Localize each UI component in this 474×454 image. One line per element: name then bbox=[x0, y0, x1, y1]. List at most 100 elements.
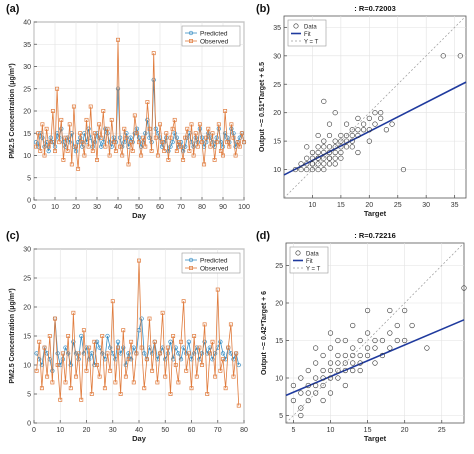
point-predicted bbox=[122, 139, 127, 145]
data-point bbox=[440, 53, 446, 59]
point-observed bbox=[110, 299, 115, 304]
data-point bbox=[321, 149, 327, 156]
data-point bbox=[298, 161, 304, 167]
data-point bbox=[309, 155, 316, 161]
legend-label: Data bbox=[304, 24, 317, 30]
point-observed bbox=[105, 351, 110, 356]
data-point bbox=[320, 397, 326, 404]
legend-marker bbox=[188, 257, 194, 263]
y-axis-label: Output ~= 0.42*Target + 6 bbox=[261, 291, 268, 375]
point-observed bbox=[195, 144, 200, 149]
point-observed bbox=[237, 144, 242, 149]
data-point bbox=[349, 138, 355, 144]
data-point bbox=[313, 345, 319, 351]
point-observed bbox=[86, 144, 91, 149]
point-predicted bbox=[142, 351, 147, 356]
data-point bbox=[361, 121, 367, 127]
x-tick-label: 15 bbox=[337, 202, 345, 209]
point-observed bbox=[128, 140, 133, 145]
point-observed bbox=[50, 109, 55, 113]
point-observed bbox=[200, 140, 204, 145]
legend-label: Observed bbox=[200, 39, 229, 46]
data-point bbox=[364, 352, 371, 359]
point-observed bbox=[179, 144, 183, 149]
point-predicted bbox=[71, 339, 76, 344]
data-point bbox=[366, 115, 372, 121]
y-tick-label: 10 bbox=[23, 363, 31, 370]
point-observed bbox=[155, 153, 160, 158]
point-predicted bbox=[50, 368, 55, 373]
point-observed bbox=[111, 140, 116, 145]
data-point bbox=[321, 155, 327, 161]
data-point bbox=[321, 138, 327, 144]
point-observed bbox=[130, 149, 135, 153]
data-point bbox=[361, 127, 367, 133]
point-predicted bbox=[82, 131, 87, 136]
point-observed bbox=[225, 140, 230, 145]
chart-title: : R=0.72216 bbox=[354, 231, 396, 240]
point-observed bbox=[233, 153, 238, 158]
point-predicted bbox=[79, 333, 84, 339]
point-observed bbox=[229, 122, 234, 127]
x-tick-label: 20 bbox=[72, 204, 80, 211]
point-predicted bbox=[68, 362, 73, 368]
data-point bbox=[402, 307, 408, 314]
point-predicted bbox=[65, 351, 71, 356]
point-observed bbox=[194, 374, 199, 379]
x-tick-label: 10 bbox=[56, 427, 64, 434]
point-observed bbox=[160, 310, 165, 315]
data-point bbox=[387, 345, 393, 351]
point-observed bbox=[55, 86, 60, 91]
point-observed bbox=[158, 122, 162, 127]
point-observed bbox=[97, 374, 102, 379]
data-point bbox=[409, 322, 415, 329]
x-tick-label: 80 bbox=[198, 204, 206, 211]
data-point bbox=[364, 345, 371, 351]
data-point bbox=[379, 352, 386, 359]
point-observed bbox=[57, 140, 62, 145]
y-tick-label: 30 bbox=[273, 53, 281, 60]
point-observed bbox=[234, 351, 239, 356]
point-predicted bbox=[159, 144, 165, 149]
data-point bbox=[304, 161, 310, 167]
point-observed bbox=[181, 299, 186, 304]
x-tick-label: 10 bbox=[51, 204, 59, 211]
data-point bbox=[315, 144, 321, 150]
point-observed bbox=[187, 149, 192, 153]
point-observed bbox=[97, 122, 102, 127]
point-predicted bbox=[80, 144, 85, 149]
data-point bbox=[326, 144, 333, 150]
data-point bbox=[315, 149, 321, 156]
data-point bbox=[350, 322, 356, 329]
point-observed bbox=[162, 149, 167, 153]
point-observed bbox=[206, 126, 211, 131]
point-predicted bbox=[115, 339, 121, 344]
legend-label: Predicted bbox=[200, 258, 228, 265]
data-point bbox=[313, 375, 319, 381]
point-observed bbox=[163, 374, 168, 379]
data-point bbox=[335, 337, 341, 344]
panel-label: (d) bbox=[256, 230, 270, 242]
point-observed bbox=[46, 144, 51, 149]
point-observed bbox=[88, 104, 93, 109]
y-tick-label: 0 bbox=[27, 421, 31, 428]
point-observed bbox=[109, 117, 114, 122]
x-axis-label: Target bbox=[364, 434, 387, 443]
data-point bbox=[424, 345, 430, 351]
point-observed bbox=[36, 131, 41, 136]
point-observed bbox=[210, 339, 215, 344]
point-observed bbox=[78, 131, 83, 136]
point-observed bbox=[218, 368, 223, 373]
legend-marker bbox=[293, 23, 299, 29]
point-observed bbox=[61, 158, 66, 162]
identity-line bbox=[283, 15, 467, 199]
panel-a: 0 10 20 30 40 50 60 70 80 90 100 0 5 10 15 20 25 30 35 40 Da… bbox=[0, 0, 250, 225]
data-point bbox=[364, 330, 371, 336]
point-observed bbox=[87, 345, 92, 350]
point-observed bbox=[101, 109, 106, 113]
legend-label: Y = T bbox=[306, 266, 321, 272]
point-observed bbox=[210, 131, 215, 136]
point-predicted bbox=[202, 339, 207, 344]
point-observed bbox=[118, 392, 123, 396]
legend-label: Y = T bbox=[304, 39, 319, 45]
